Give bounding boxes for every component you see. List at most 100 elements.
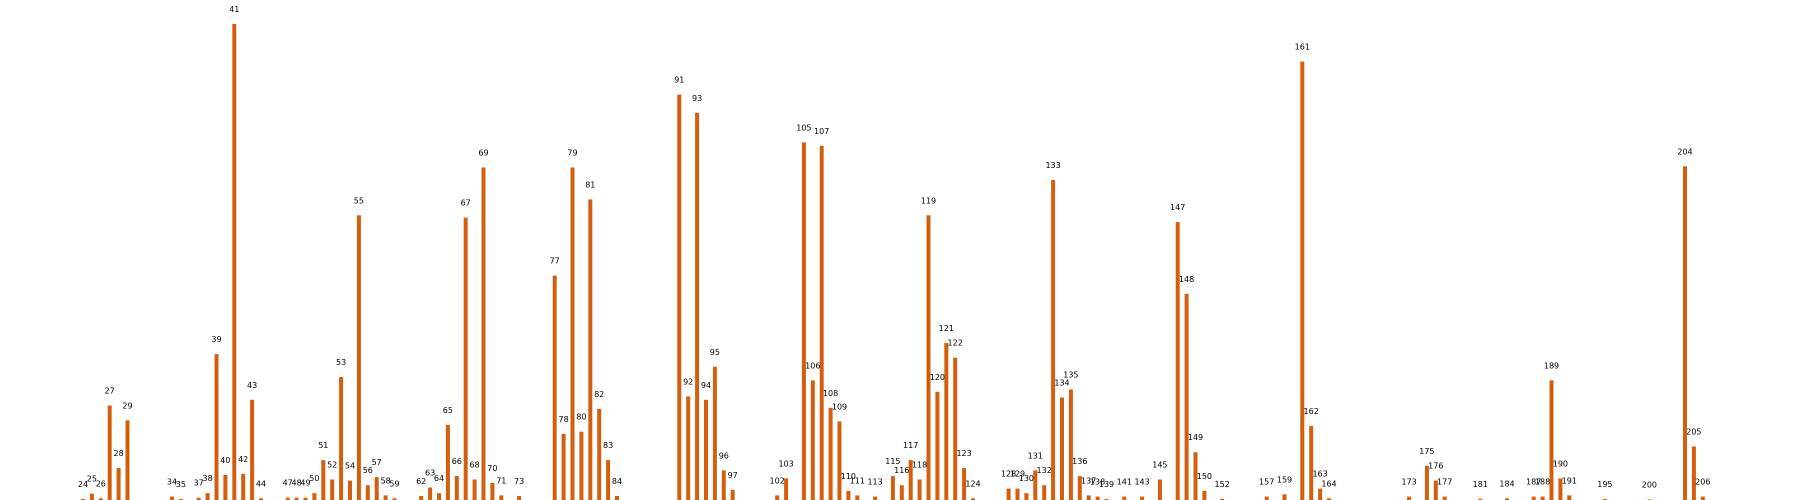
bar-label-129: 129 (1010, 470, 1025, 479)
bar-label-195: 195 (1597, 480, 1612, 489)
bar-label-84: 84 (612, 477, 622, 486)
bar-91 (677, 94, 682, 500)
bar-label-143: 143 (1134, 478, 1149, 487)
bar-41 (232, 24, 237, 500)
bar-label-184: 184 (1499, 479, 1514, 488)
bar-137 (1086, 495, 1091, 500)
bar-label-111: 111 (850, 476, 865, 485)
bar-label-108: 108 (823, 389, 838, 398)
bar-108 (828, 407, 833, 500)
bar-label-157: 157 (1259, 478, 1274, 487)
bar-label-63: 63 (425, 469, 435, 478)
bar-195 (1602, 498, 1607, 500)
bar-105 (801, 142, 806, 500)
bar-24 (81, 498, 85, 500)
bar-label-177: 177 (1437, 478, 1452, 487)
bar-205 (1691, 446, 1696, 500)
bar-label-187: 187 (1526, 478, 1541, 487)
bar-label-175: 175 (1419, 447, 1434, 456)
bar-51 (321, 460, 326, 500)
bar-label-134: 134 (1054, 379, 1069, 388)
bar-label-44: 44 (256, 479, 266, 488)
bar-55 (356, 215, 361, 500)
bar-label-83: 83 (603, 441, 613, 450)
bar-label-205: 205 (1686, 428, 1701, 437)
bar-177 (1442, 496, 1447, 500)
bar-38 (205, 493, 210, 500)
bar-label-65: 65 (443, 406, 453, 415)
bar-63 (428, 487, 433, 500)
bar-label-206: 206 (1695, 478, 1710, 487)
bar-label-94: 94 (701, 381, 711, 390)
bar-191 (1567, 495, 1572, 500)
bar-53 (339, 377, 344, 500)
bar-label-92: 92 (683, 377, 693, 386)
bar-label-161: 161 (1295, 43, 1310, 52)
bar-label-91: 91 (674, 76, 684, 85)
bar-161 (1300, 61, 1305, 500)
bar-label-96: 96 (719, 451, 729, 460)
bar-label-41: 41 (229, 5, 239, 14)
bar-94 (704, 399, 708, 500)
bar-40 (223, 474, 228, 500)
bar-label-138: 138 (1090, 478, 1105, 487)
bar-label-26: 26 (96, 479, 106, 488)
bar-150 (1202, 490, 1207, 500)
bar-35 (178, 498, 183, 500)
bars-group (81, 24, 1705, 500)
bar-27 (107, 405, 112, 500)
bar-34 (170, 496, 174, 500)
bar-163 (1318, 488, 1323, 500)
bar-label-69: 69 (478, 149, 488, 158)
bar-label-50: 50 (309, 474, 319, 483)
bar-label-39: 39 (211, 335, 221, 344)
bar-135 (1068, 389, 1073, 500)
bar-label-70: 70 (487, 464, 497, 473)
bar-96 (721, 470, 726, 500)
bar-77 (552, 275, 557, 500)
bar-188 (1540, 496, 1545, 500)
bar-145 (1157, 479, 1162, 500)
bar-83 (606, 460, 611, 500)
bar-139 (1104, 498, 1109, 500)
bar-label-28: 28 (114, 449, 124, 458)
bar-label-173: 173 (1401, 478, 1416, 487)
bar-label-42: 42 (238, 455, 248, 464)
bar-39 (214, 354, 219, 500)
bar-81 (588, 199, 593, 500)
bar-label-128: 128 (1001, 470, 1016, 479)
bar-120 (935, 391, 940, 500)
bar-149 (1193, 452, 1198, 500)
bar-141 (1122, 496, 1127, 500)
bar-176 (1433, 480, 1438, 500)
bar-162 (1309, 426, 1314, 500)
bar-label-145: 145 (1152, 461, 1167, 470)
bar-133 (1051, 180, 1056, 500)
bar-label-34: 34 (167, 478, 177, 487)
bar-129 (1015, 488, 1020, 500)
bar-131 (1033, 470, 1038, 500)
bar-82 (597, 408, 602, 500)
bar-label-27: 27 (105, 387, 115, 396)
bar-47 (285, 497, 290, 500)
bar-25 (89, 493, 94, 500)
bar-label-102: 102 (770, 476, 785, 485)
bar-label-77: 77 (550, 257, 560, 266)
bar-label-150: 150 (1197, 472, 1212, 481)
bar-label-109: 109 (832, 402, 847, 411)
bar-69 (481, 167, 486, 500)
bar-label-181: 181 (1473, 480, 1488, 489)
bar-157 (1264, 496, 1269, 500)
bar-label-110: 110 (841, 472, 856, 481)
bar-label-49: 49 (300, 479, 310, 488)
bar-label-82: 82 (594, 390, 604, 399)
bar-label-52: 52 (327, 461, 337, 470)
bar-label-105: 105 (796, 123, 811, 132)
bar-111 (855, 495, 860, 500)
bar-label-147: 147 (1170, 203, 1185, 212)
bar-148 (1184, 293, 1189, 500)
bar-71 (499, 495, 504, 500)
bar-79 (570, 167, 575, 500)
bar-label-62: 62 (416, 477, 426, 486)
bar-143 (1140, 496, 1145, 500)
